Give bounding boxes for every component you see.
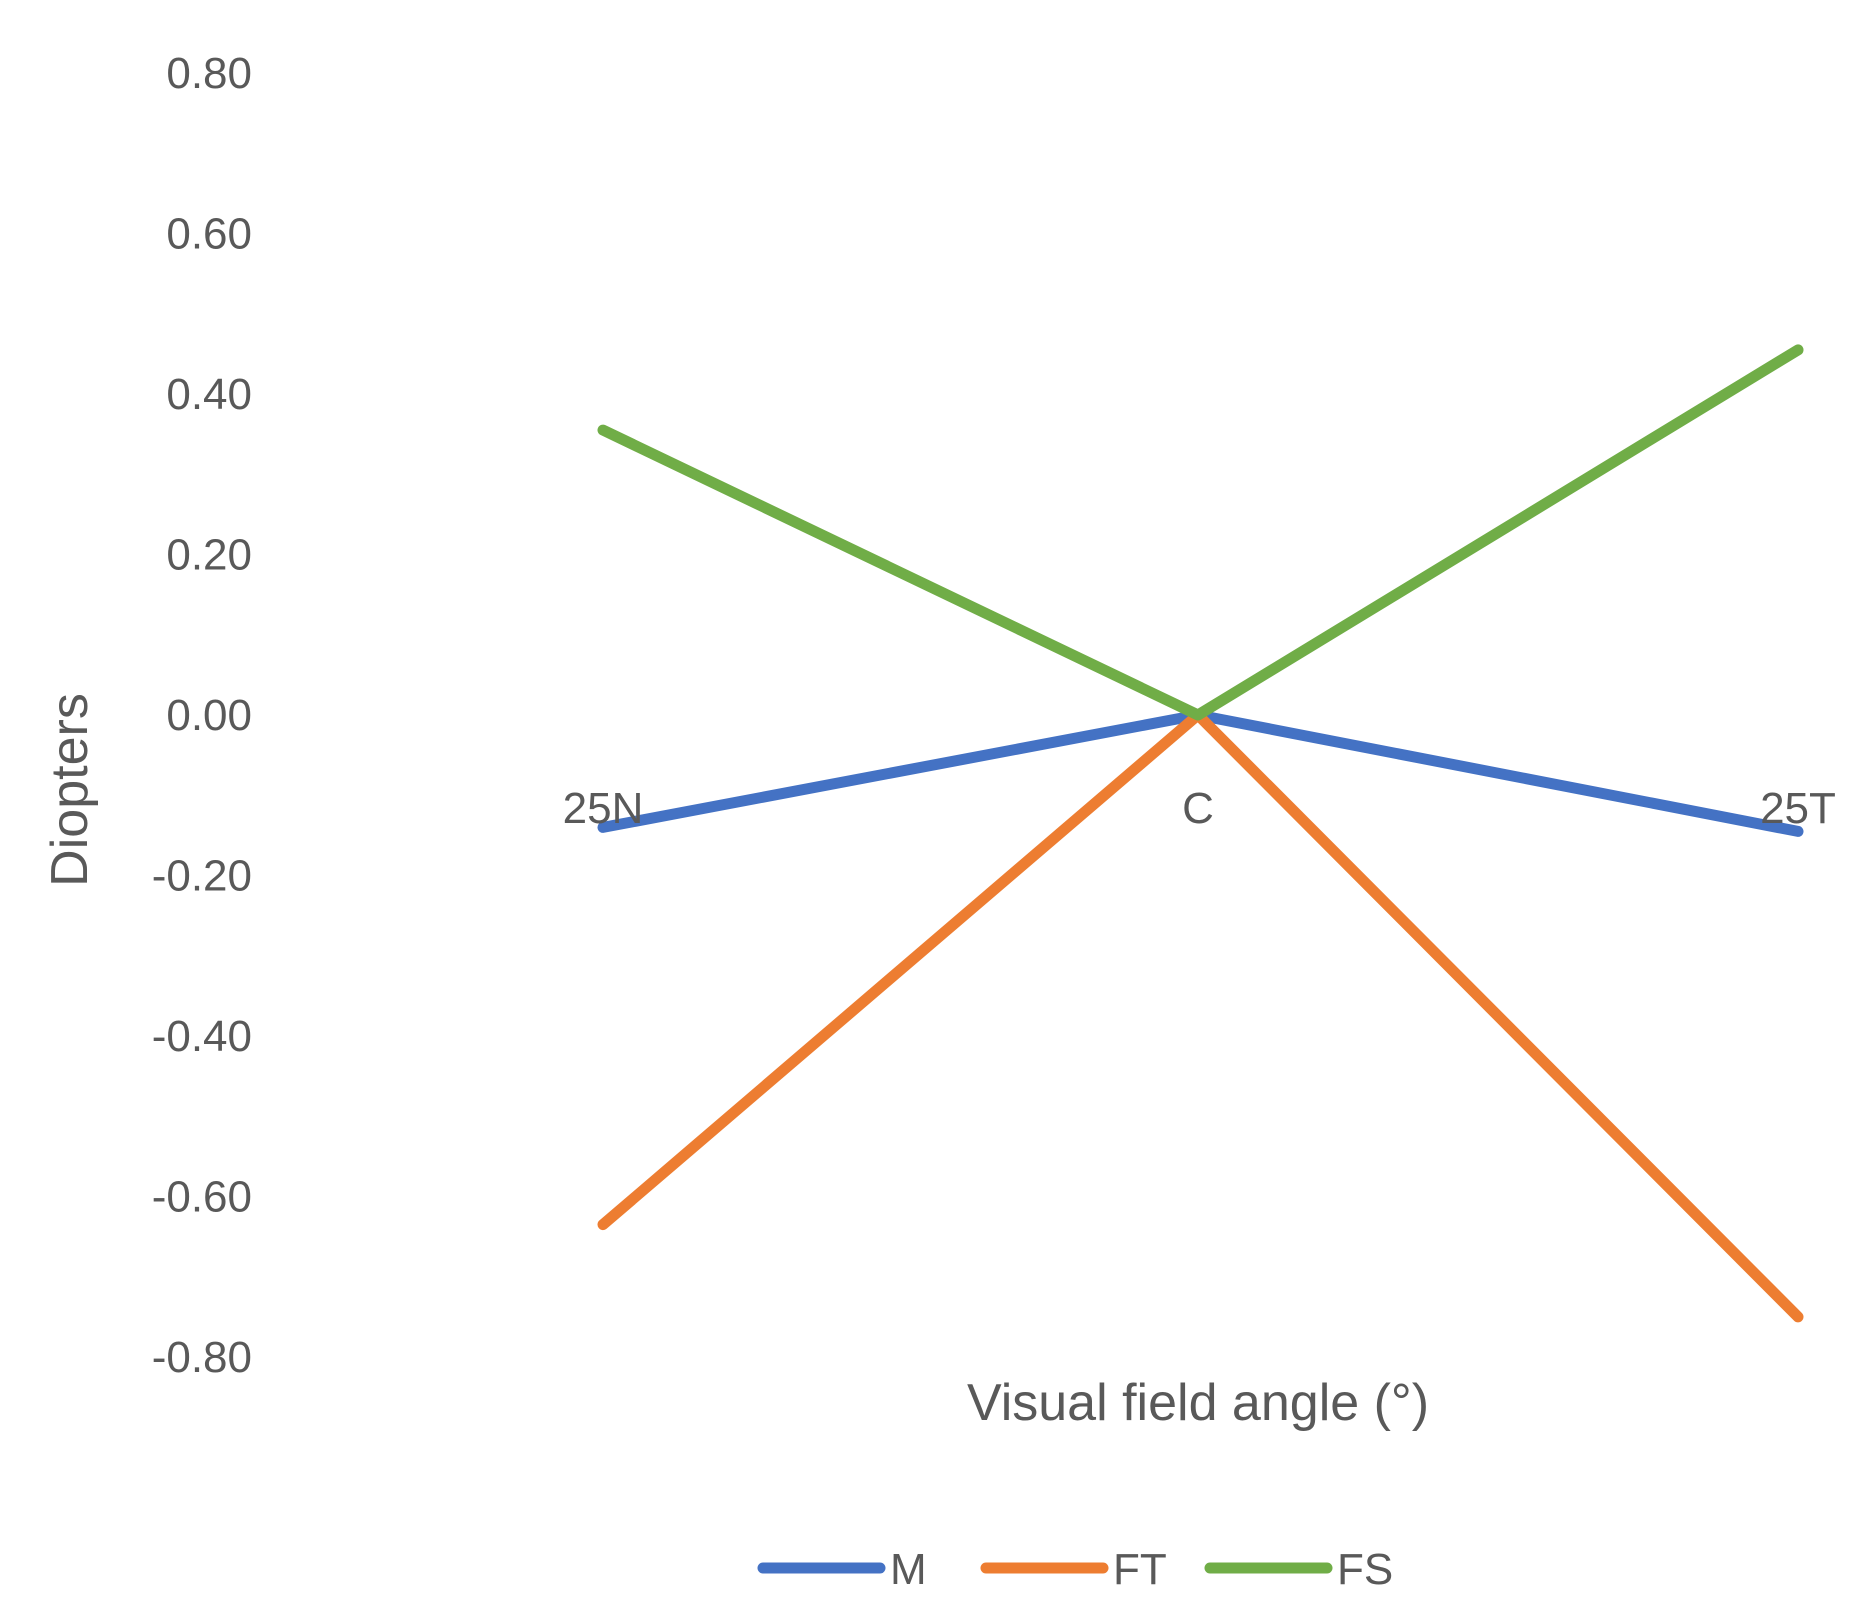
legend-label-ft: FT — [1113, 1545, 1167, 1594]
legend-label-fs: FS — [1337, 1545, 1393, 1594]
y-tick-label: -0.60 — [152, 1173, 252, 1222]
y-tick-label: 0.20 — [166, 531, 252, 580]
y-tick-label: 0.00 — [166, 691, 252, 740]
y-axis-tick-labels: 0.80 0.60 0.40 0.20 0.00 -0.20 -0.40 -0.60 -0.80 — [152, 49, 252, 1382]
y-tick-label: 0.80 — [166, 49, 252, 98]
legend-label-m: M — [890, 1545, 927, 1594]
x-axis-title: Visual field angle (°) — [967, 1374, 1429, 1432]
legend: M FT FS — [757, 1545, 1393, 1594]
series-lines — [597, 344, 1804, 1323]
x-axis-category-labels: 25N C 25T — [563, 784, 1836, 833]
series-line-fs — [597, 344, 1804, 721]
x-category-label: 25N — [563, 784, 644, 833]
y-tick-label: 0.60 — [166, 210, 252, 259]
y-axis-title: Diopters — [41, 693, 99, 887]
x-category-label: 25T — [1760, 784, 1836, 833]
y-tick-label: -0.80 — [152, 1333, 252, 1382]
x-category-label: C — [1182, 784, 1214, 833]
y-tick-label: -0.40 — [152, 1012, 252, 1061]
y-tick-label: 0.40 — [166, 370, 252, 419]
y-tick-label: -0.20 — [152, 852, 252, 901]
